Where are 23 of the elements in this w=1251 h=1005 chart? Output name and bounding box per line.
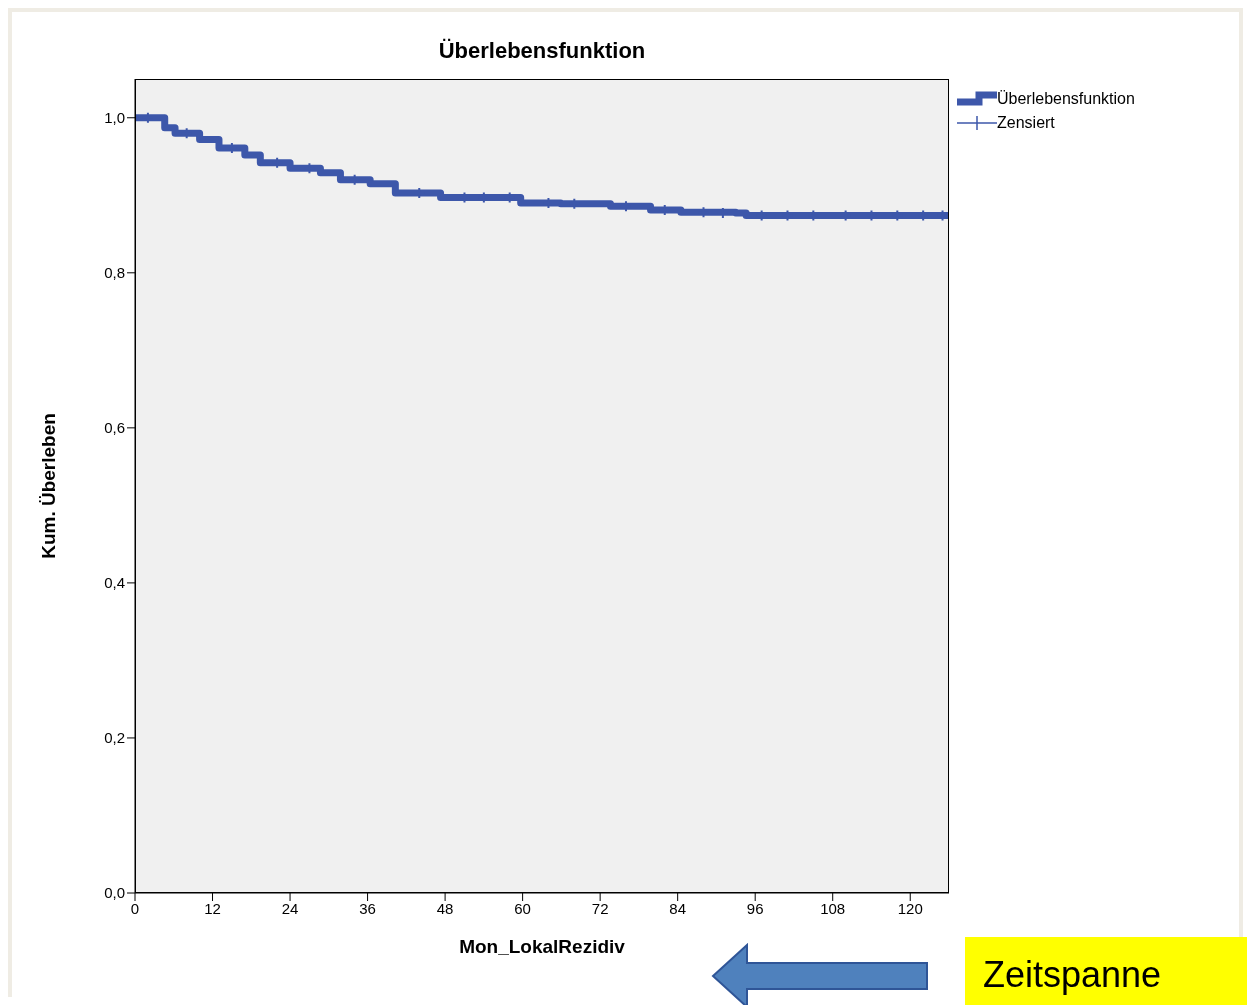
y-tick-label: 0,2 xyxy=(104,729,125,747)
x-tick-label: 12 xyxy=(204,899,221,917)
y-tick-label: 1,0 xyxy=(104,109,125,127)
y-tick-label: 0,0 xyxy=(104,884,125,902)
x-axis-title: Mon_LokalRezidiv xyxy=(459,936,626,957)
x-tick-label: 72 xyxy=(591,899,609,917)
x-tick-label: 24 xyxy=(281,899,299,917)
y-tick-label: 0,6 xyxy=(104,419,125,437)
legend-label: Überlebensfunktion xyxy=(997,90,1135,108)
x-tick-label: 108 xyxy=(820,899,846,917)
y-axis-title: Kum. Überleben xyxy=(37,413,59,559)
y-tick-label: 0,8 xyxy=(104,264,125,282)
x-tick-label: 36 xyxy=(359,899,376,917)
y-tick-label: 0,4 xyxy=(104,574,125,592)
x-tick-label: 60 xyxy=(514,899,531,917)
x-tick-label: 120 xyxy=(897,899,923,917)
text: Zeitspanne xyxy=(965,937,1247,1005)
chart-title: Überlebensfunktion xyxy=(437,38,647,64)
legend-label: Zensiert xyxy=(997,114,1055,132)
x-tick-label: 84 xyxy=(669,899,687,917)
x-tick-label: 48 xyxy=(436,899,454,917)
x-tick-label: 0 xyxy=(130,899,140,917)
x-tick-label: 96 xyxy=(746,899,764,917)
